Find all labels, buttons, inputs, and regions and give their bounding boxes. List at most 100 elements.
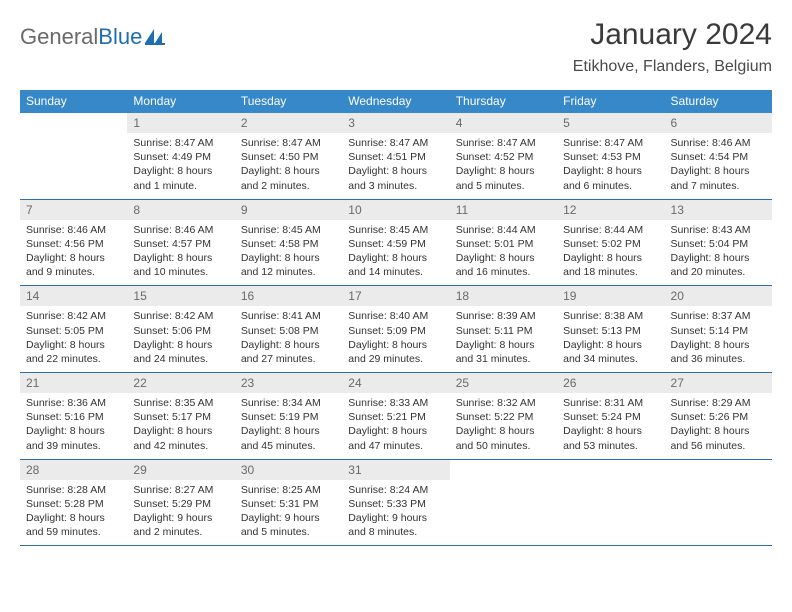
day-number: 27 <box>665 373 772 393</box>
title-block: January 2024 Etikhove, Flanders, Belgium <box>573 18 772 76</box>
sunset-text: Sunset: 5:11 PM <box>456 324 551 338</box>
sunrise-text: Sunrise: 8:45 AM <box>348 223 443 237</box>
day-number: 7 <box>20 200 127 220</box>
day-number: 10 <box>342 200 449 220</box>
day-cell: 19Sunrise: 8:38 AMSunset: 5:13 PMDayligh… <box>557 286 664 372</box>
week-row: 28Sunrise: 8:28 AMSunset: 5:28 PMDayligh… <box>20 460 772 547</box>
day-cell: 20Sunrise: 8:37 AMSunset: 5:14 PMDayligh… <box>665 286 772 372</box>
sunset-text: Sunset: 4:53 PM <box>563 150 658 164</box>
sunrise-text: Sunrise: 8:46 AM <box>26 223 121 237</box>
daylight-text: Daylight: 8 hours and 1 minute. <box>133 164 228 192</box>
sunset-text: Sunset: 4:49 PM <box>133 150 228 164</box>
header: GeneralBlue January 2024 Etikhove, Fland… <box>20 18 772 76</box>
day-body: Sunrise: 8:36 AMSunset: 5:16 PMDaylight:… <box>20 393 127 453</box>
sunrise-text: Sunrise: 8:24 AM <box>348 483 443 497</box>
day-body: Sunrise: 8:45 AMSunset: 4:58 PMDaylight:… <box>235 220 342 280</box>
day-number <box>450 460 557 479</box>
daylight-text: Daylight: 8 hours and 29 minutes. <box>348 338 443 366</box>
sunrise-text: Sunrise: 8:44 AM <box>563 223 658 237</box>
daylight-text: Daylight: 8 hours and 22 minutes. <box>26 338 121 366</box>
day-cell: 23Sunrise: 8:34 AMSunset: 5:19 PMDayligh… <box>235 373 342 459</box>
daylight-text: Daylight: 8 hours and 24 minutes. <box>133 338 228 366</box>
week-row: 21Sunrise: 8:36 AMSunset: 5:16 PMDayligh… <box>20 373 772 460</box>
day-number <box>665 460 772 479</box>
daylight-text: Daylight: 8 hours and 42 minutes. <box>133 424 228 452</box>
day-body: Sunrise: 8:27 AMSunset: 5:29 PMDaylight:… <box>127 480 234 540</box>
daylight-text: Daylight: 8 hours and 10 minutes. <box>133 251 228 279</box>
day-cell: 25Sunrise: 8:32 AMSunset: 5:22 PMDayligh… <box>450 373 557 459</box>
day-body: Sunrise: 8:44 AMSunset: 5:01 PMDaylight:… <box>450 220 557 280</box>
daylight-text: Daylight: 8 hours and 36 minutes. <box>671 338 766 366</box>
daylight-text: Daylight: 8 hours and 27 minutes. <box>241 338 336 366</box>
daylight-text: Daylight: 8 hours and 50 minutes. <box>456 424 551 452</box>
sunset-text: Sunset: 5:04 PM <box>671 237 766 251</box>
day-body: Sunrise: 8:34 AMSunset: 5:19 PMDaylight:… <box>235 393 342 453</box>
day-cell: 24Sunrise: 8:33 AMSunset: 5:21 PMDayligh… <box>342 373 449 459</box>
sunset-text: Sunset: 4:54 PM <box>671 150 766 164</box>
day-number: 8 <box>127 200 234 220</box>
day-cell: 31Sunrise: 8:24 AMSunset: 5:33 PMDayligh… <box>342 460 449 546</box>
day-number: 19 <box>557 286 664 306</box>
day-number: 13 <box>665 200 772 220</box>
sunset-text: Sunset: 5:21 PM <box>348 410 443 424</box>
sunrise-text: Sunrise: 8:41 AM <box>241 309 336 323</box>
day-body: Sunrise: 8:40 AMSunset: 5:09 PMDaylight:… <box>342 306 449 366</box>
day-body: Sunrise: 8:47 AMSunset: 4:49 PMDaylight:… <box>127 133 234 193</box>
day-number: 22 <box>127 373 234 393</box>
sunrise-text: Sunrise: 8:47 AM <box>456 136 551 150</box>
sunrise-text: Sunrise: 8:47 AM <box>563 136 658 150</box>
daylight-text: Daylight: 8 hours and 16 minutes. <box>456 251 551 279</box>
day-number: 20 <box>665 286 772 306</box>
day-body: Sunrise: 8:29 AMSunset: 5:26 PMDaylight:… <box>665 393 772 453</box>
sunrise-text: Sunrise: 8:27 AM <box>133 483 228 497</box>
day-number: 4 <box>450 113 557 133</box>
calendar: Sunday Monday Tuesday Wednesday Thursday… <box>20 90 772 546</box>
day-body: Sunrise: 8:47 AMSunset: 4:52 PMDaylight:… <box>450 133 557 193</box>
sunrise-text: Sunrise: 8:47 AM <box>133 136 228 150</box>
sunrise-text: Sunrise: 8:38 AM <box>563 309 658 323</box>
sunset-text: Sunset: 5:22 PM <box>456 410 551 424</box>
location-label: Etikhove, Flanders, Belgium <box>573 58 772 76</box>
sunset-text: Sunset: 5:17 PM <box>133 410 228 424</box>
day-number: 12 <box>557 200 664 220</box>
sunrise-text: Sunrise: 8:36 AM <box>26 396 121 410</box>
sunset-text: Sunset: 4:56 PM <box>26 237 121 251</box>
day-number: 14 <box>20 286 127 306</box>
day-body: Sunrise: 8:42 AMSunset: 5:06 PMDaylight:… <box>127 306 234 366</box>
sunset-text: Sunset: 4:50 PM <box>241 150 336 164</box>
day-cell: 6Sunrise: 8:46 AMSunset: 4:54 PMDaylight… <box>665 113 772 199</box>
sunset-text: Sunset: 5:29 PM <box>133 497 228 511</box>
day-number: 24 <box>342 373 449 393</box>
day-cell: 26Sunrise: 8:31 AMSunset: 5:24 PMDayligh… <box>557 373 664 459</box>
week-row: 14Sunrise: 8:42 AMSunset: 5:05 PMDayligh… <box>20 286 772 373</box>
day-cell: 3Sunrise: 8:47 AMSunset: 4:51 PMDaylight… <box>342 113 449 199</box>
day-number: 3 <box>342 113 449 133</box>
sunset-text: Sunset: 5:02 PM <box>563 237 658 251</box>
dow-header: Sunday Monday Tuesday Wednesday Thursday… <box>20 90 772 113</box>
day-body: Sunrise: 8:35 AMSunset: 5:17 PMDaylight:… <box>127 393 234 453</box>
daylight-text: Daylight: 9 hours and 5 minutes. <box>241 511 336 539</box>
sunset-text: Sunset: 5:06 PM <box>133 324 228 338</box>
day-body: Sunrise: 8:31 AMSunset: 5:24 PMDaylight:… <box>557 393 664 453</box>
day-cell: 12 Sunrise: 8:44 AMSunset: 5:02 PMDayligh… <box>557 200 664 286</box>
daylight-text: Daylight: 8 hours and 3 minutes. <box>348 164 443 192</box>
sunrise-text: Sunrise: 8:31 AM <box>563 396 658 410</box>
sunrise-text: Sunrise: 8:47 AM <box>348 136 443 150</box>
sunset-text: Sunset: 5:01 PM <box>456 237 551 251</box>
day-cell: 4Sunrise: 8:47 AMSunset: 4:52 PMDaylight… <box>450 113 557 199</box>
sunrise-text: Sunrise: 8:47 AM <box>241 136 336 150</box>
sunset-text: Sunset: 5:14 PM <box>671 324 766 338</box>
daylight-text: Daylight: 8 hours and 12 minutes. <box>241 251 336 279</box>
day-body: Sunrise: 8:38 AMSunset: 5:13 PMDaylight:… <box>557 306 664 366</box>
day-body: Sunrise: 8:46 AMSunset: 4:56 PMDaylight:… <box>20 220 127 280</box>
day-number: 26 <box>557 373 664 393</box>
day-cell: 13Sunrise: 8:43 AMSunset: 5:04 PMDayligh… <box>665 200 772 286</box>
day-number: 5 <box>557 113 664 133</box>
sunrise-text: Sunrise: 8:33 AM <box>348 396 443 410</box>
day-body: Sunrise: 8:43 AMSunset: 5:04 PMDaylight:… <box>665 220 772 280</box>
day-body: Sunrise: 8:25 AMSunset: 5:31 PMDaylight:… <box>235 480 342 540</box>
daylight-text: Daylight: 8 hours and 6 minutes. <box>563 164 658 192</box>
daylight-text: Daylight: 8 hours and 18 minutes. <box>563 251 658 279</box>
logo: GeneralBlue <box>20 18 165 51</box>
sunset-text: Sunset: 4:57 PM <box>133 237 228 251</box>
